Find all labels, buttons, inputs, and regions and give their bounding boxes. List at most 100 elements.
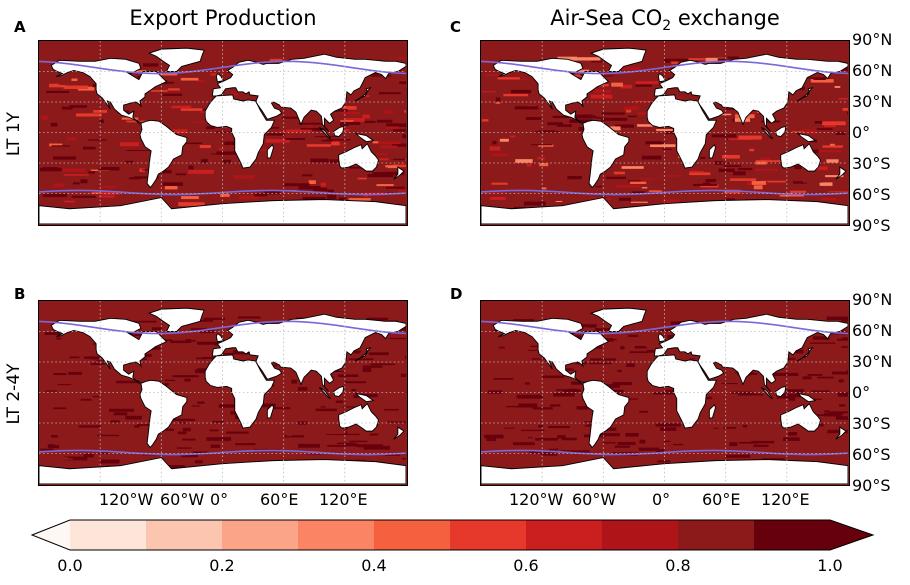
field-patch: [60, 349, 71, 352]
field-patch: [237, 316, 261, 319]
field-patch: [53, 183, 65, 188]
field-patch: [567, 175, 582, 180]
field-patch: [487, 77, 498, 82]
field-patch: [822, 121, 846, 126]
field-patch: [298, 122, 324, 125]
field-patch: [345, 117, 365, 122]
field-patch: [180, 108, 203, 111]
field-patch: [284, 183, 310, 187]
field-patch: [58, 84, 64, 88]
field-patch: [618, 372, 635, 377]
colorbar-outline: [30, 519, 875, 551]
field-patch: [620, 346, 625, 350]
field-patch: [605, 384, 620, 388]
field-patch: [78, 425, 102, 428]
field-patch: [729, 442, 738, 447]
field-patch: [827, 429, 848, 434]
field-patch: [339, 124, 350, 127]
field-patch: [180, 331, 200, 335]
field-patch: [525, 117, 542, 121]
field-patch: [595, 345, 603, 349]
lon-tick: 120°W: [99, 490, 154, 509]
field-patch: [373, 158, 389, 161]
field-patch: [359, 317, 367, 320]
colorbar-tick: 0.6: [513, 556, 539, 575]
field-patch: [169, 129, 188, 134]
field-patch: [39, 167, 62, 172]
field-patch: [381, 439, 405, 441]
field-patch: [600, 380, 625, 384]
lon-tick: 60°E: [260, 490, 299, 509]
field-patch: [663, 440, 670, 442]
field-patch: [101, 191, 120, 195]
field-patch: [388, 320, 398, 322]
field-patch: [515, 159, 533, 163]
field-patch: [753, 185, 763, 190]
field-patch: [595, 185, 602, 188]
field-patch: [516, 394, 543, 399]
field-patch: [784, 389, 805, 393]
field-patch: [819, 182, 833, 186]
field-patch: [549, 404, 561, 407]
field-patch: [370, 75, 392, 77]
field-patch: [611, 82, 623, 87]
field-patch: [630, 333, 654, 335]
field-patch: [50, 122, 58, 127]
colorbar-segment: [754, 520, 831, 550]
field-patch: [206, 437, 232, 441]
field-patch: [134, 176, 159, 179]
field-patch: [168, 337, 186, 341]
field-patch: [193, 451, 208, 455]
field-patch: [794, 165, 803, 170]
field-patch: [141, 169, 149, 171]
field-patch: [315, 408, 337, 412]
colorbar-tick: 0.8: [665, 556, 691, 575]
field-patch: [164, 383, 169, 387]
map-panel-b: [38, 300, 408, 486]
field-patch: [639, 439, 646, 444]
field-patch: [578, 377, 593, 380]
field-patch: [384, 453, 400, 456]
field-patch: [535, 463, 542, 467]
field-patch: [702, 182, 711, 185]
column-title-export-production: Export Production: [38, 6, 408, 30]
colorbar-segment: [374, 520, 451, 550]
field-patch: [755, 161, 767, 165]
landmass: [835, 166, 847, 180]
colorbar-extend-max: [830, 520, 873, 550]
field-patch: [738, 167, 753, 171]
field-patch: [180, 77, 199, 81]
field-patch: [226, 431, 249, 434]
field-patch: [699, 450, 709, 453]
field-patch: [188, 165, 194, 170]
field-patch: [100, 459, 120, 464]
colorbar: [30, 519, 875, 551]
field-patch: [531, 452, 558, 456]
field-patch: [164, 186, 178, 190]
field-patch: [320, 182, 326, 187]
field-patch: [44, 390, 57, 392]
field-patch: [646, 349, 662, 353]
field-patch: [826, 159, 839, 163]
field-patch: [714, 416, 737, 420]
landmass: [835, 426, 847, 440]
field-patch: [197, 341, 224, 345]
landmass: [393, 426, 405, 440]
field-patch: [270, 429, 280, 433]
field-patch: [650, 144, 676, 148]
field-patch: [656, 129, 673, 132]
field-patch: [617, 66, 641, 70]
field-patch: [75, 113, 102, 117]
field-patch: [531, 358, 555, 360]
field-patch: [498, 346, 505, 349]
field-patch: [802, 376, 812, 380]
field-patch: [364, 120, 376, 123]
field-patch: [615, 184, 640, 188]
colorbar-segment: [526, 520, 603, 550]
field-patch: [88, 171, 96, 174]
field-patch: [551, 128, 568, 130]
field-patch: [396, 57, 406, 59]
column-title-text: Export Production: [129, 6, 317, 30]
field-patch: [287, 432, 292, 437]
field-patch: [539, 130, 556, 132]
